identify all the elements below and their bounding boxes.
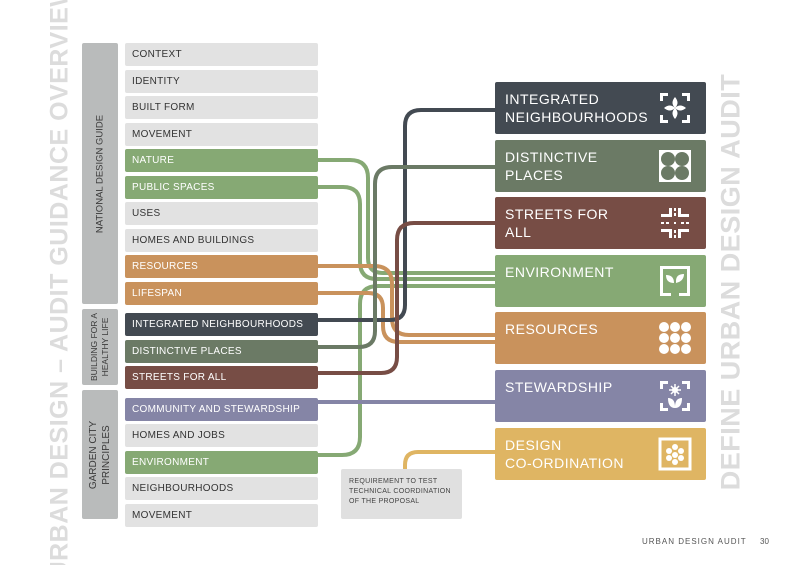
footer-title: URBAN DESIGN AUDIT: [642, 537, 747, 546]
guidance-row: MOVEMENT: [125, 503, 318, 527]
audit-label-line2: NEIGHBOURHOODS: [505, 109, 649, 125]
guidance-row: PUBLIC SPACES: [125, 175, 318, 199]
audit-category: DISTINCTIVE PLACES: [495, 139, 706, 192]
street-grid-icon: [661, 208, 689, 239]
coordination-note: REQUIREMENT TO TEST TECHNICAL COORDINATI…: [341, 469, 462, 519]
dice-icon: [658, 437, 692, 471]
audit-category: STEWARDSHIP: [495, 370, 706, 422]
guidance-row: LIFESPAN: [125, 281, 318, 305]
resources-link: [318, 264, 495, 337]
audit-label-line2: ALL: [505, 224, 532, 241]
audit-label-line1: INTEGRATED: [505, 91, 600, 107]
group-national-design-guide: NATIONAL DESIGN GUIDE: [82, 43, 118, 304]
audit-label-line1: DESIGN: [505, 436, 562, 453]
four-circles-icon: [659, 149, 691, 182]
audit-category: INTEGRATED NEIGHBOURHOODS: [495, 82, 706, 134]
audit-label-line1: DISTINCTIVE: [505, 148, 598, 165]
guidance-row: INTEGRATED NEIGHBOURHOODS: [125, 313, 318, 336]
audit-category: STREETS FOR ALL: [495, 197, 706, 250]
guidance-row: COMMUNITY AND STEWARDSHIP: [125, 397, 318, 421]
plant-icon: [660, 265, 690, 296]
audit-label-line1: RESOURCES: [505, 321, 599, 338]
public-spaces-link: [318, 185, 495, 281]
audit-category: ENVIRONMENT: [495, 254, 706, 307]
integrated-link: [318, 108, 495, 322]
flower-icon: [660, 93, 690, 123]
guidance-row: STREETS FOR ALL: [125, 366, 318, 389]
audit-label-line1: STREETS FOR: [505, 206, 609, 223]
audit-label-line2: PLACES: [505, 166, 564, 183]
audit-label-line2: CO-ORDINATION: [505, 454, 625, 471]
guidance-row: NEIGHBOURHOODS: [125, 477, 318, 500]
group-garden-city-principles: GARDEN CITY PRINCIPLES: [82, 390, 118, 519]
environment-link: [318, 284, 495, 457]
sun-flower-icon: [660, 381, 690, 411]
audit-category: RESOURCES: [495, 312, 706, 365]
audit-label-line1: STEWARDSHIP: [505, 379, 613, 395]
streets-link: [318, 221, 495, 375]
guidance-row: HOMES AND BUILDINGS: [125, 228, 318, 252]
guidance-row: DISTINCTIVE PLACES: [125, 339, 318, 363]
guidance-row: ENVIRONMENT: [125, 450, 318, 474]
page-number: 30: [760, 537, 769, 546]
guidance-row: MOVEMENT: [125, 122, 318, 146]
audit-label-line1: ENVIRONMENT: [505, 263, 614, 280]
group-building-for-healthy-life: BUILDING FOR A HEALTHY LIFE: [82, 309, 118, 385]
guidance-row: CONTEXT: [125, 43, 318, 66]
dots-grid-icon: [659, 322, 691, 355]
audit-category: DESIGN CO-ORDINATION: [495, 427, 706, 480]
guidance-row: USES: [125, 202, 318, 225]
guidance-row: HOMES AND JOBS: [125, 424, 318, 447]
coordination-link: [403, 450, 495, 469]
guidance-row: RESOURCES: [125, 255, 318, 278]
guidance-row: IDENTITY: [125, 69, 318, 93]
guidance-row: BUILT FORM: [125, 96, 318, 119]
distinctive-link: [318, 165, 495, 349]
guidance-row: NATURE: [125, 149, 318, 172]
